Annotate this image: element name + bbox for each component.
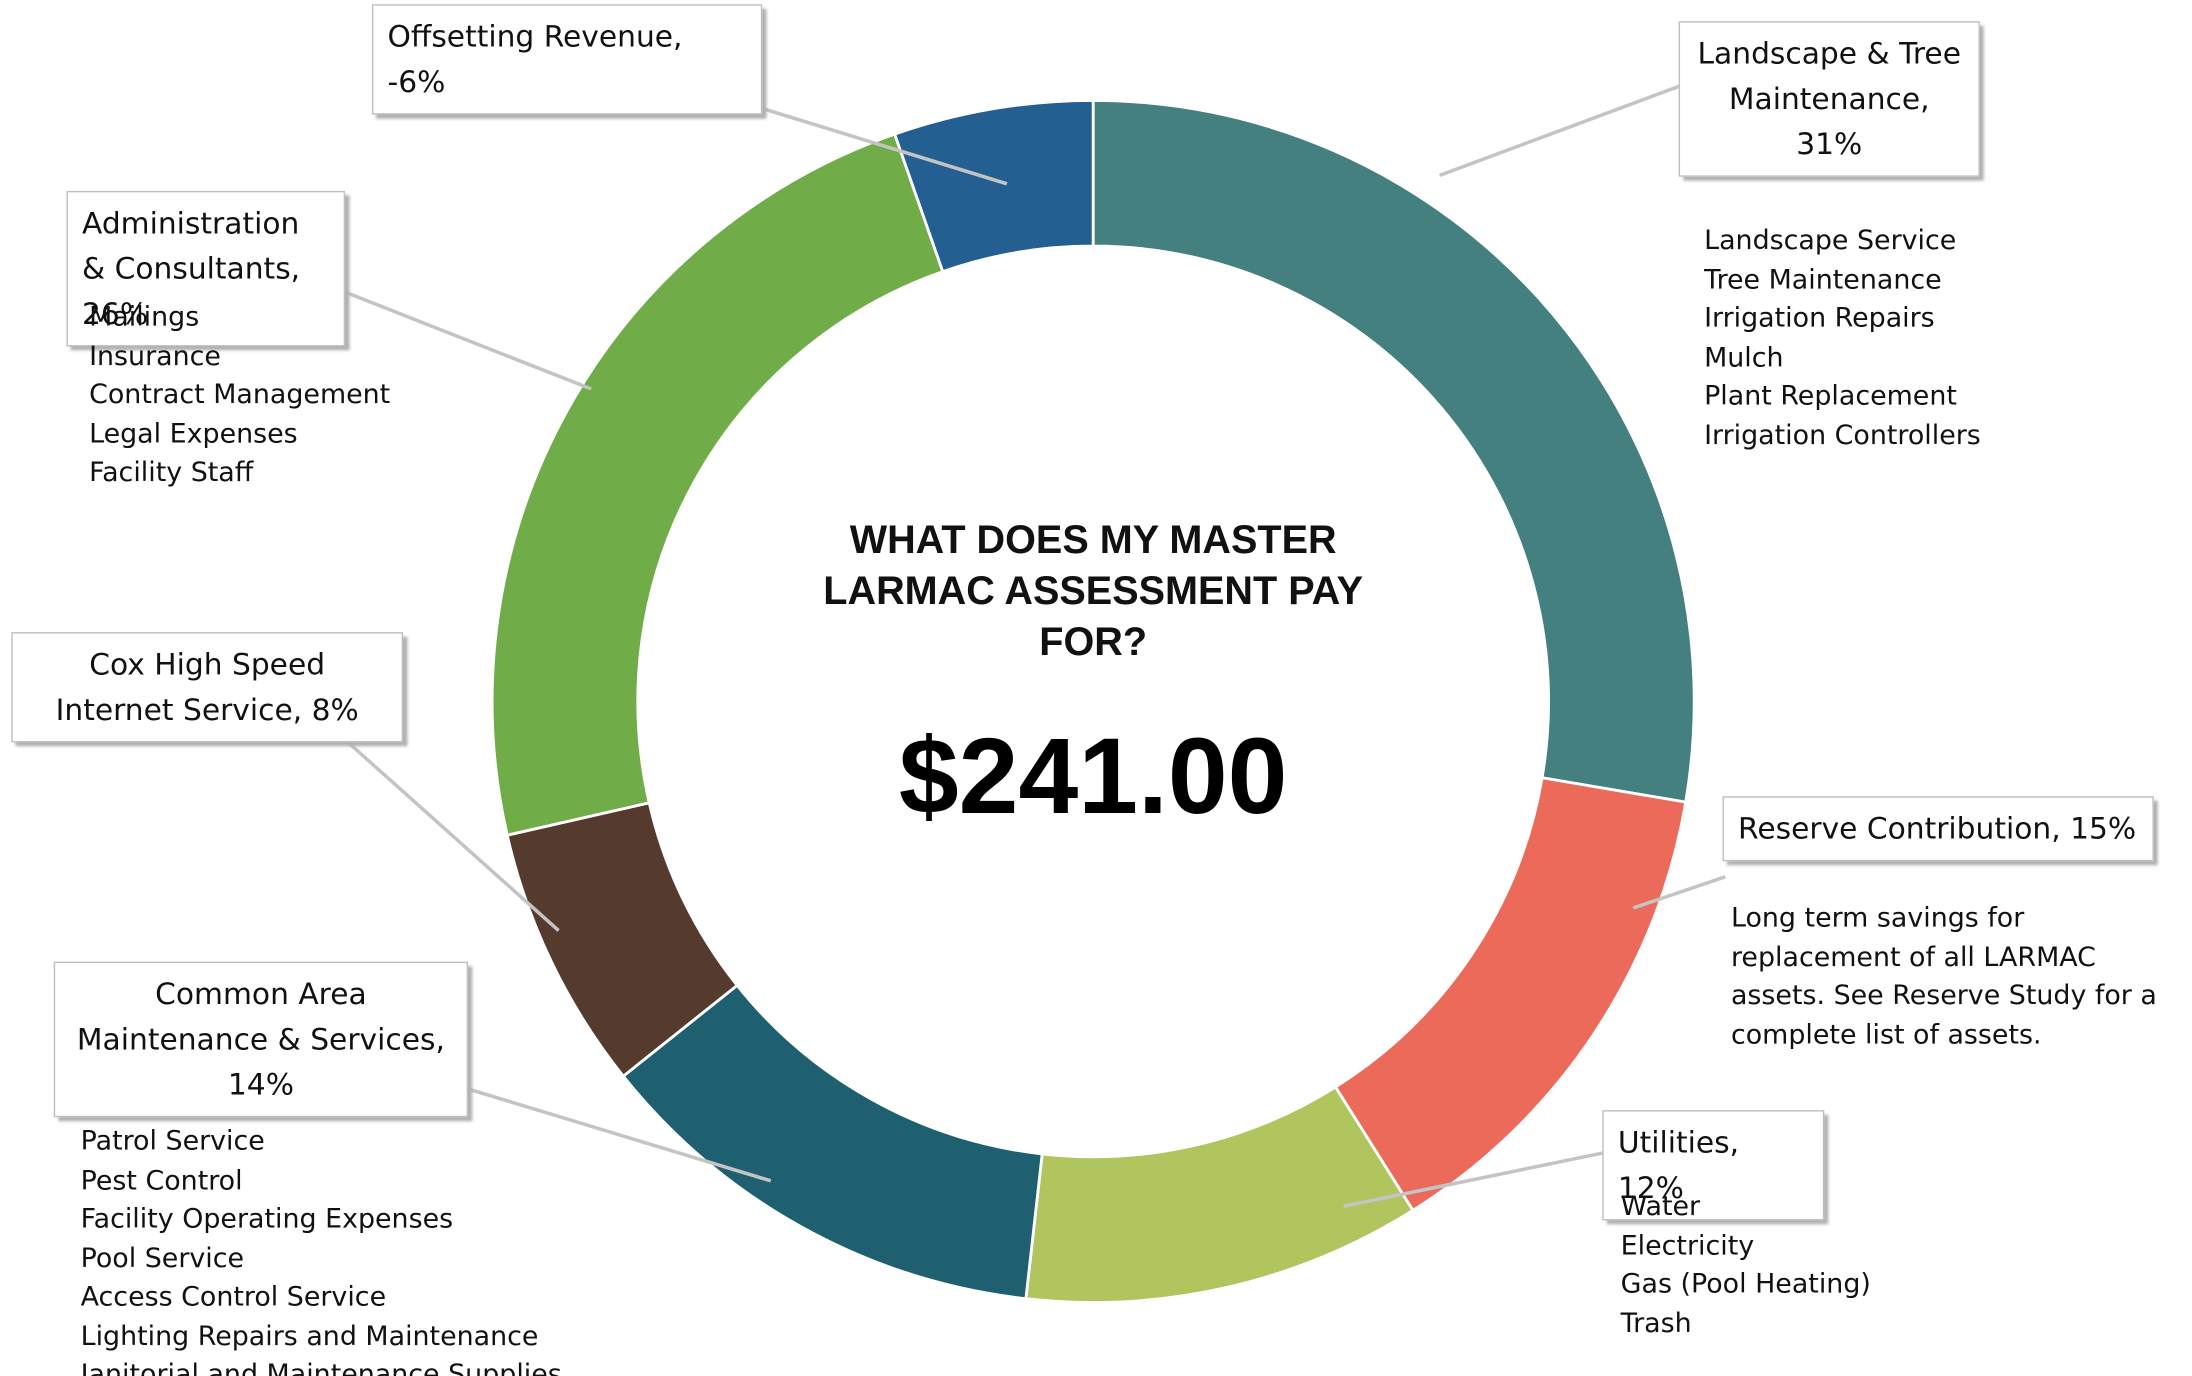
detail-item: Plant Replacement	[1704, 380, 1957, 412]
detail-item: Pool Service	[80, 1242, 245, 1274]
detail-item: Legal Expenses	[89, 417, 298, 450]
detail-item: Water	[1620, 1190, 1701, 1222]
detail-item: Facility Operating Expenses	[80, 1203, 454, 1235]
slice	[490, 132, 945, 837]
chart-title: WHAT DOES MY MASTER LARMAC ASSESSMENT PA…	[823, 517, 1364, 664]
detail-item: Trash	[1620, 1307, 1692, 1339]
leader-line	[338, 288, 592, 391]
detail-item: Contract Management	[89, 379, 391, 411]
slice-label: Administration & Consultants, 26%	[66, 190, 346, 347]
detail-item: Electricity	[1620, 1229, 1755, 1261]
detail-item: Pest Control	[80, 1164, 243, 1196]
detail-item: Facility Staff	[89, 456, 254, 488]
slice	[621, 983, 1044, 1301]
detail-item: Mulch	[1704, 341, 1784, 373]
detail-item: Patrol Service	[80, 1125, 265, 1157]
detail-item: Janitorial and Maintenance Supplies	[80, 1359, 562, 1376]
detail-item: Access Control Service	[80, 1281, 387, 1313]
detail-item: Irrigation Repairs	[1704, 302, 1935, 334]
detail-item: Landscape Service	[1704, 224, 1957, 256]
slice-label: Utilities, 12%	[1602, 1110, 1825, 1221]
slice-label: Cox High Speed Internet Service, 8%	[11, 632, 404, 743]
slice	[1024, 1085, 1415, 1304]
detail-item: Insurance	[89, 340, 221, 372]
detail-item: Gas (Pool Heating)	[1620, 1268, 1871, 1300]
leader-line	[331, 726, 560, 932]
leader-line	[1632, 875, 1726, 910]
slice-label: Offsetting Revenue, -6%	[371, 4, 763, 115]
slice	[892, 98, 1095, 274]
leader-line	[467, 1087, 772, 1183]
slice	[1091, 98, 1696, 804]
leader-line	[1439, 83, 1684, 178]
slice-label: Landscape & Tree Maintenance, 31%	[1678, 21, 1980, 177]
detail-item: Mailings	[89, 301, 200, 333]
slice-label: Common Area Maintenance & Services, 14%	[53, 961, 469, 1118]
detail-item: Long term savings for replacement of all…	[1730, 902, 2157, 1051]
detail-item: Tree Maintenance	[1704, 263, 1942, 295]
slice-label: Reserve Contribution, 15%	[1722, 796, 2154, 862]
detail-item: Irrigation Controllers	[1704, 419, 1981, 451]
center-value: $241.00	[898, 716, 1288, 838]
detail-item: Lighting Repairs and Maintenance	[80, 1320, 539, 1352]
leader-line	[1343, 1150, 1606, 1209]
